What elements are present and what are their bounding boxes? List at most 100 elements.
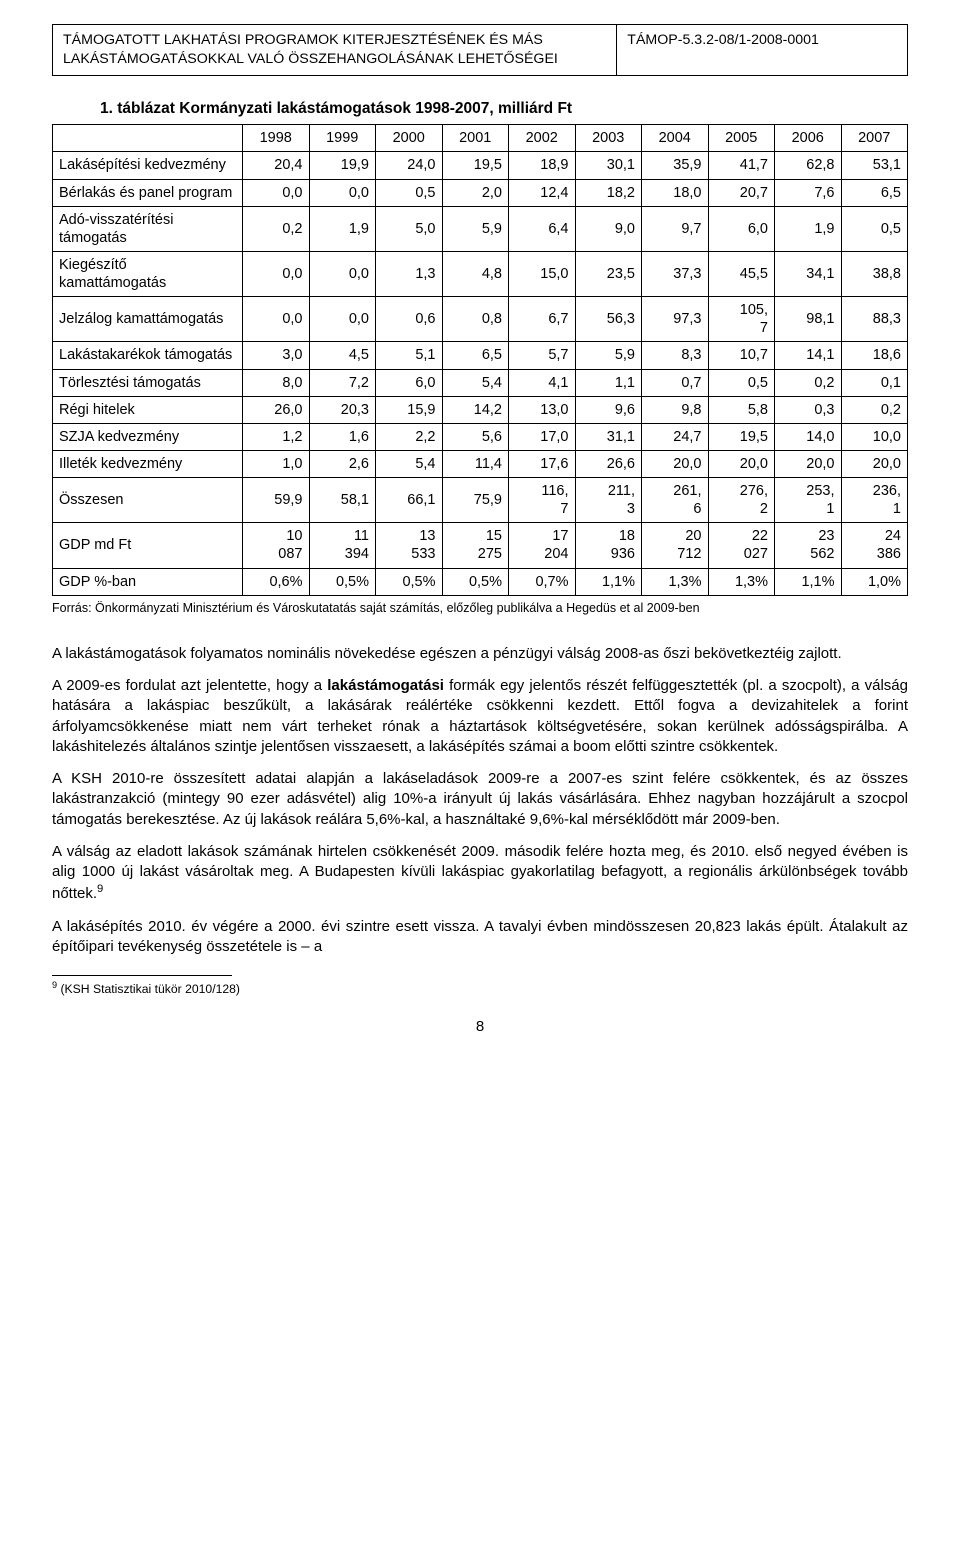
table-cell: 5,0	[376, 206, 443, 251]
table-cell: 14,2	[442, 396, 509, 423]
header-left-cell: TÁMOGATOTT LAKHATÁSI PROGRAMOK KITERJESZ…	[53, 25, 617, 76]
row-label: Adó-visszatérítési támogatás	[53, 206, 243, 251]
table-cell: 18,0	[642, 179, 709, 206]
table-cell: 1,9	[309, 206, 376, 251]
body-text: A lakástámogatások folyamatos nominális …	[52, 644, 908, 957]
row-label: Bérlakás és panel program	[53, 179, 243, 206]
table-cell: 1,3	[376, 251, 443, 296]
table-cell: 9,7	[642, 206, 709, 251]
row-label: Lakásépítési kedvezmény	[53, 152, 243, 179]
table-cell: 5,4	[376, 450, 443, 477]
row-label: Törlesztési támogatás	[53, 369, 243, 396]
table-cell: 1,0%	[841, 568, 908, 595]
table-cell: 1,6	[309, 423, 376, 450]
table-cell: 1,3%	[708, 568, 775, 595]
document-header: TÁMOGATOTT LAKHATÁSI PROGRAMOK KITERJESZ…	[52, 24, 908, 76]
table-cell: 211,3	[575, 478, 642, 523]
row-label: Régi hitelek	[53, 396, 243, 423]
table-cell: 0,2	[841, 396, 908, 423]
row-label: Lakástakarékok támogatás	[53, 342, 243, 369]
table-cell: 261,6	[642, 478, 709, 523]
table-header: 2006	[775, 125, 842, 152]
table-cell: 2,0	[442, 179, 509, 206]
header-right-text: TÁMOP-5.3.2-08/1-2008-0001	[627, 32, 819, 48]
page-number: 8	[52, 1018, 908, 1035]
table-cell: 26,6	[575, 450, 642, 477]
document-page: TÁMOGATOTT LAKHATÁSI PROGRAMOK KITERJESZ…	[0, 0, 960, 1075]
table-cell: 0,1	[841, 369, 908, 396]
table-cell: 0,5	[841, 206, 908, 251]
table-cell: 7,2	[309, 369, 376, 396]
table-cell: 34,1	[775, 251, 842, 296]
table-cell: 13533	[376, 523, 443, 568]
data-table: 1998 1999 2000 2001 2002 2003 2004 2005 …	[52, 124, 908, 595]
table-cell: 12,4	[509, 179, 576, 206]
table-cell: 18,6	[841, 342, 908, 369]
table-cell: 0,6%	[243, 568, 310, 595]
table-cell: 5,4	[442, 369, 509, 396]
row-label: GDP %-ban	[53, 568, 243, 595]
paragraph-2-bold: lakástámogatási	[327, 677, 444, 694]
table-cell: 41,7	[708, 152, 775, 179]
table-cell: 5,8	[708, 396, 775, 423]
table-cell: 0,7	[642, 369, 709, 396]
table-cell: 0,0	[309, 297, 376, 342]
paragraph-4-text: A válság az eladott lakások számának hir…	[52, 843, 908, 903]
table-cell: 18,9	[509, 152, 576, 179]
table-cell: 10087	[243, 523, 310, 568]
table-cell: 105,7	[708, 297, 775, 342]
table-cell: 98,1	[775, 297, 842, 342]
table-header: 2000	[376, 125, 443, 152]
table-cell: 236,1	[841, 478, 908, 523]
table-cell: 0,0	[309, 251, 376, 296]
table-row: Lakástakarékok támogatás3,04,55,16,55,75…	[53, 342, 908, 369]
table-cell: 253,1	[775, 478, 842, 523]
table-cell: 88,3	[841, 297, 908, 342]
table-cell: 15,0	[509, 251, 576, 296]
table-cell: 10,0	[841, 423, 908, 450]
table-cell: 19,5	[708, 423, 775, 450]
table-cell: 0,8	[442, 297, 509, 342]
table-row: Jelzálog kamattámogatás0,00,00,60,86,756…	[53, 297, 908, 342]
table-cell: 20,0	[642, 450, 709, 477]
row-label: Kiegészítő kamattámogatás	[53, 251, 243, 296]
paragraph-1: A lakástámogatások folyamatos nominális …	[52, 644, 908, 664]
table-cell: 0,5%	[376, 568, 443, 595]
table-cell: 0,2	[775, 369, 842, 396]
table-cell: 0,7%	[509, 568, 576, 595]
table-cell: 17,6	[509, 450, 576, 477]
table-cell: 45,5	[708, 251, 775, 296]
table-cell: 0,5%	[442, 568, 509, 595]
table-cell: 11,4	[442, 450, 509, 477]
table-header: 2004	[642, 125, 709, 152]
table-header: 2007	[841, 125, 908, 152]
table-cell: 1,3%	[642, 568, 709, 595]
table-cell: 20,7	[708, 179, 775, 206]
header-left-line1: TÁMOGATOTT LAKHATÁSI PROGRAMOK KITERJESZ…	[63, 32, 543, 48]
table-cell: 4,5	[309, 342, 376, 369]
table-row: Összesen59,958,166,175,9116,7211,3261,62…	[53, 478, 908, 523]
table-cell: 276,2	[708, 478, 775, 523]
table-cell: 24,0	[376, 152, 443, 179]
table-cell: 22027	[708, 523, 775, 568]
footnote-9: 9 (KSH Statisztikai tükör 2010/128)	[52, 980, 908, 996]
paragraph-4: A válság az eladott lakások számának hir…	[52, 842, 908, 905]
table-cell: 1,1	[575, 369, 642, 396]
table-cell: 9,0	[575, 206, 642, 251]
table-cell: 13,0	[509, 396, 576, 423]
table-cell: 38,8	[841, 251, 908, 296]
table-cell: 20,0	[775, 450, 842, 477]
table-cell: 19,5	[442, 152, 509, 179]
table-cell: 5,1	[376, 342, 443, 369]
table-cell: 6,5	[841, 179, 908, 206]
paragraph-2: A 2009-es fordulat azt jelentette, hogy …	[52, 676, 908, 757]
table-cell: 20712	[642, 523, 709, 568]
table-cell: 5,9	[575, 342, 642, 369]
paragraph-2-part-a: A 2009-es fordulat azt jelentette, hogy …	[52, 677, 327, 694]
table-cell: 14,0	[775, 423, 842, 450]
table-cell: 20,0	[841, 450, 908, 477]
table-cell: 0,0	[243, 297, 310, 342]
table-cell: 23562	[775, 523, 842, 568]
table-cell: 37,3	[642, 251, 709, 296]
table-cell: 24386	[841, 523, 908, 568]
